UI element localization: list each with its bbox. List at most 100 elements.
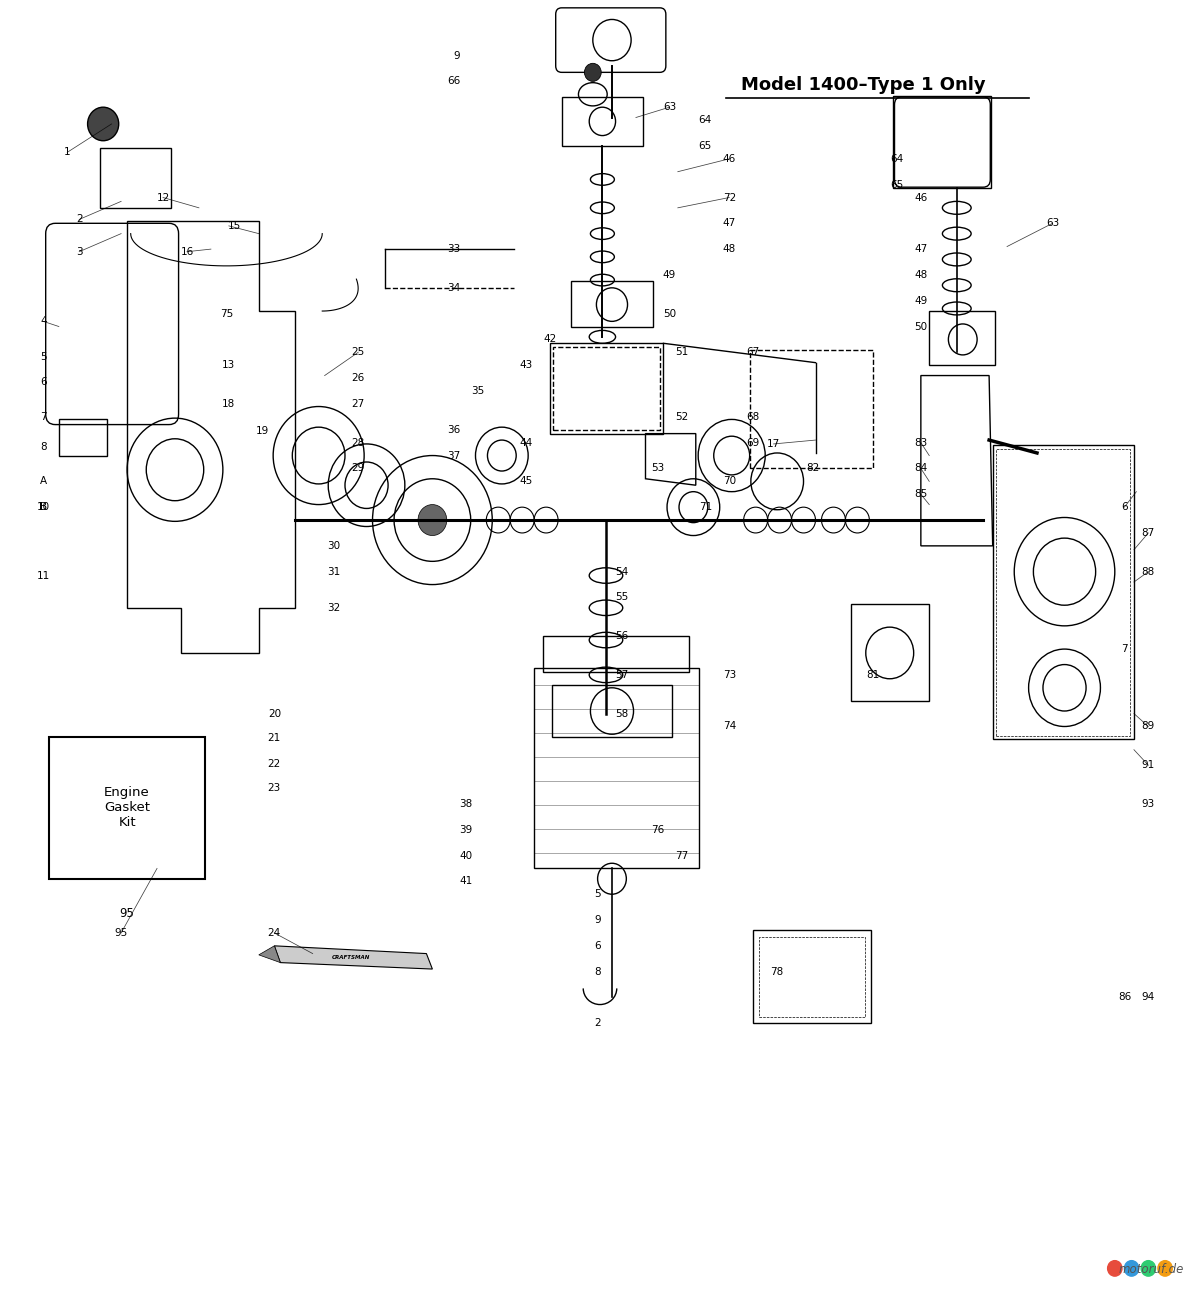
Text: 2: 2 <box>76 215 83 225</box>
Text: 87: 87 <box>1141 528 1154 538</box>
Text: 48: 48 <box>914 270 928 279</box>
Text: 6: 6 <box>594 941 601 950</box>
Text: 42: 42 <box>544 335 557 344</box>
Text: 86: 86 <box>1117 993 1132 1002</box>
Text: 55: 55 <box>614 592 628 603</box>
Text: 49: 49 <box>914 296 928 305</box>
Text: 30: 30 <box>328 540 341 551</box>
FancyBboxPatch shape <box>49 737 205 879</box>
Text: 63: 63 <box>662 102 676 112</box>
Text: 95: 95 <box>120 908 134 921</box>
Text: 69: 69 <box>746 437 760 447</box>
Text: 52: 52 <box>674 412 688 422</box>
Text: 44: 44 <box>520 437 533 447</box>
Text: 65: 65 <box>890 180 904 190</box>
Text: 38: 38 <box>460 799 473 809</box>
Text: 7: 7 <box>40 412 47 422</box>
Text: 8: 8 <box>594 967 601 976</box>
Text: 75: 75 <box>220 309 233 318</box>
Text: 94: 94 <box>1141 993 1154 1002</box>
Text: B: B <box>40 502 47 512</box>
Text: 81: 81 <box>866 670 880 680</box>
Text: 84: 84 <box>914 463 928 473</box>
Text: 63: 63 <box>1046 219 1060 229</box>
Text: 68: 68 <box>746 412 760 422</box>
Text: 3: 3 <box>76 247 83 257</box>
Text: 56: 56 <box>614 631 628 641</box>
Text: 70: 70 <box>722 476 736 486</box>
Text: 72: 72 <box>722 193 736 203</box>
Circle shape <box>1158 1261 1172 1276</box>
Text: 43: 43 <box>520 361 533 370</box>
Text: 53: 53 <box>650 463 664 473</box>
Text: 41: 41 <box>460 877 473 886</box>
Text: 22: 22 <box>268 759 281 769</box>
Text: 49: 49 <box>662 270 676 279</box>
Text: 9: 9 <box>454 50 460 61</box>
Text: 19: 19 <box>256 425 269 436</box>
Text: 67: 67 <box>746 348 760 357</box>
Text: 66: 66 <box>448 76 461 87</box>
Text: 12: 12 <box>156 193 169 203</box>
Polygon shape <box>259 946 281 962</box>
Text: 50: 50 <box>914 322 928 331</box>
Text: 78: 78 <box>770 967 784 976</box>
Text: 71: 71 <box>698 502 712 512</box>
Text: 48: 48 <box>722 244 736 255</box>
Text: 54: 54 <box>614 566 628 577</box>
Text: 77: 77 <box>674 851 688 861</box>
Text: 23: 23 <box>268 784 281 794</box>
Text: 47: 47 <box>722 219 736 229</box>
Circle shape <box>88 107 119 141</box>
Text: 35: 35 <box>472 387 485 396</box>
Text: 73: 73 <box>722 670 736 680</box>
Text: motoruf.de: motoruf.de <box>1118 1263 1184 1276</box>
Text: 32: 32 <box>328 603 341 613</box>
Text: 33: 33 <box>448 244 461 255</box>
Text: 39: 39 <box>460 825 473 835</box>
Text: 46: 46 <box>722 154 736 164</box>
Text: 13: 13 <box>222 361 235 370</box>
Text: 17: 17 <box>767 438 780 449</box>
Text: 64: 64 <box>890 154 904 164</box>
Text: 5: 5 <box>594 890 601 899</box>
Text: 28: 28 <box>352 437 365 447</box>
Text: 46: 46 <box>914 193 928 203</box>
Text: 25: 25 <box>352 348 365 357</box>
Text: 45: 45 <box>520 476 533 486</box>
Text: 58: 58 <box>614 709 628 719</box>
Text: 5: 5 <box>40 353 47 362</box>
Circle shape <box>584 63 601 81</box>
Text: 27: 27 <box>352 400 365 409</box>
Text: 9: 9 <box>594 915 601 924</box>
Polygon shape <box>275 946 432 968</box>
Text: 26: 26 <box>352 374 365 383</box>
Text: 24: 24 <box>268 928 281 937</box>
Text: 37: 37 <box>448 450 461 460</box>
Text: 20: 20 <box>268 709 281 719</box>
Text: 47: 47 <box>914 244 928 255</box>
Text: 51: 51 <box>674 348 688 357</box>
Text: 6: 6 <box>40 378 47 387</box>
Text: 4: 4 <box>40 317 47 326</box>
Text: 89: 89 <box>1141 721 1154 732</box>
Text: 93: 93 <box>1141 799 1154 809</box>
Text: 91: 91 <box>1141 760 1154 771</box>
Text: 50: 50 <box>662 309 676 318</box>
Text: 76: 76 <box>650 825 664 835</box>
Text: 8: 8 <box>40 441 47 451</box>
Text: CRAFTSMAN: CRAFTSMAN <box>331 956 370 959</box>
Text: 7: 7 <box>1121 644 1128 654</box>
Text: 31: 31 <box>328 566 341 577</box>
Text: 65: 65 <box>698 141 712 151</box>
Text: 29: 29 <box>352 463 365 473</box>
Text: 36: 36 <box>448 424 461 434</box>
Text: 10: 10 <box>37 502 50 512</box>
Text: 18: 18 <box>222 400 235 409</box>
Text: 95: 95 <box>114 928 127 937</box>
Text: 74: 74 <box>722 721 736 732</box>
Text: 2: 2 <box>594 1019 601 1028</box>
Text: 1: 1 <box>64 147 71 158</box>
Text: 85: 85 <box>914 489 928 499</box>
Text: 83: 83 <box>914 437 928 447</box>
